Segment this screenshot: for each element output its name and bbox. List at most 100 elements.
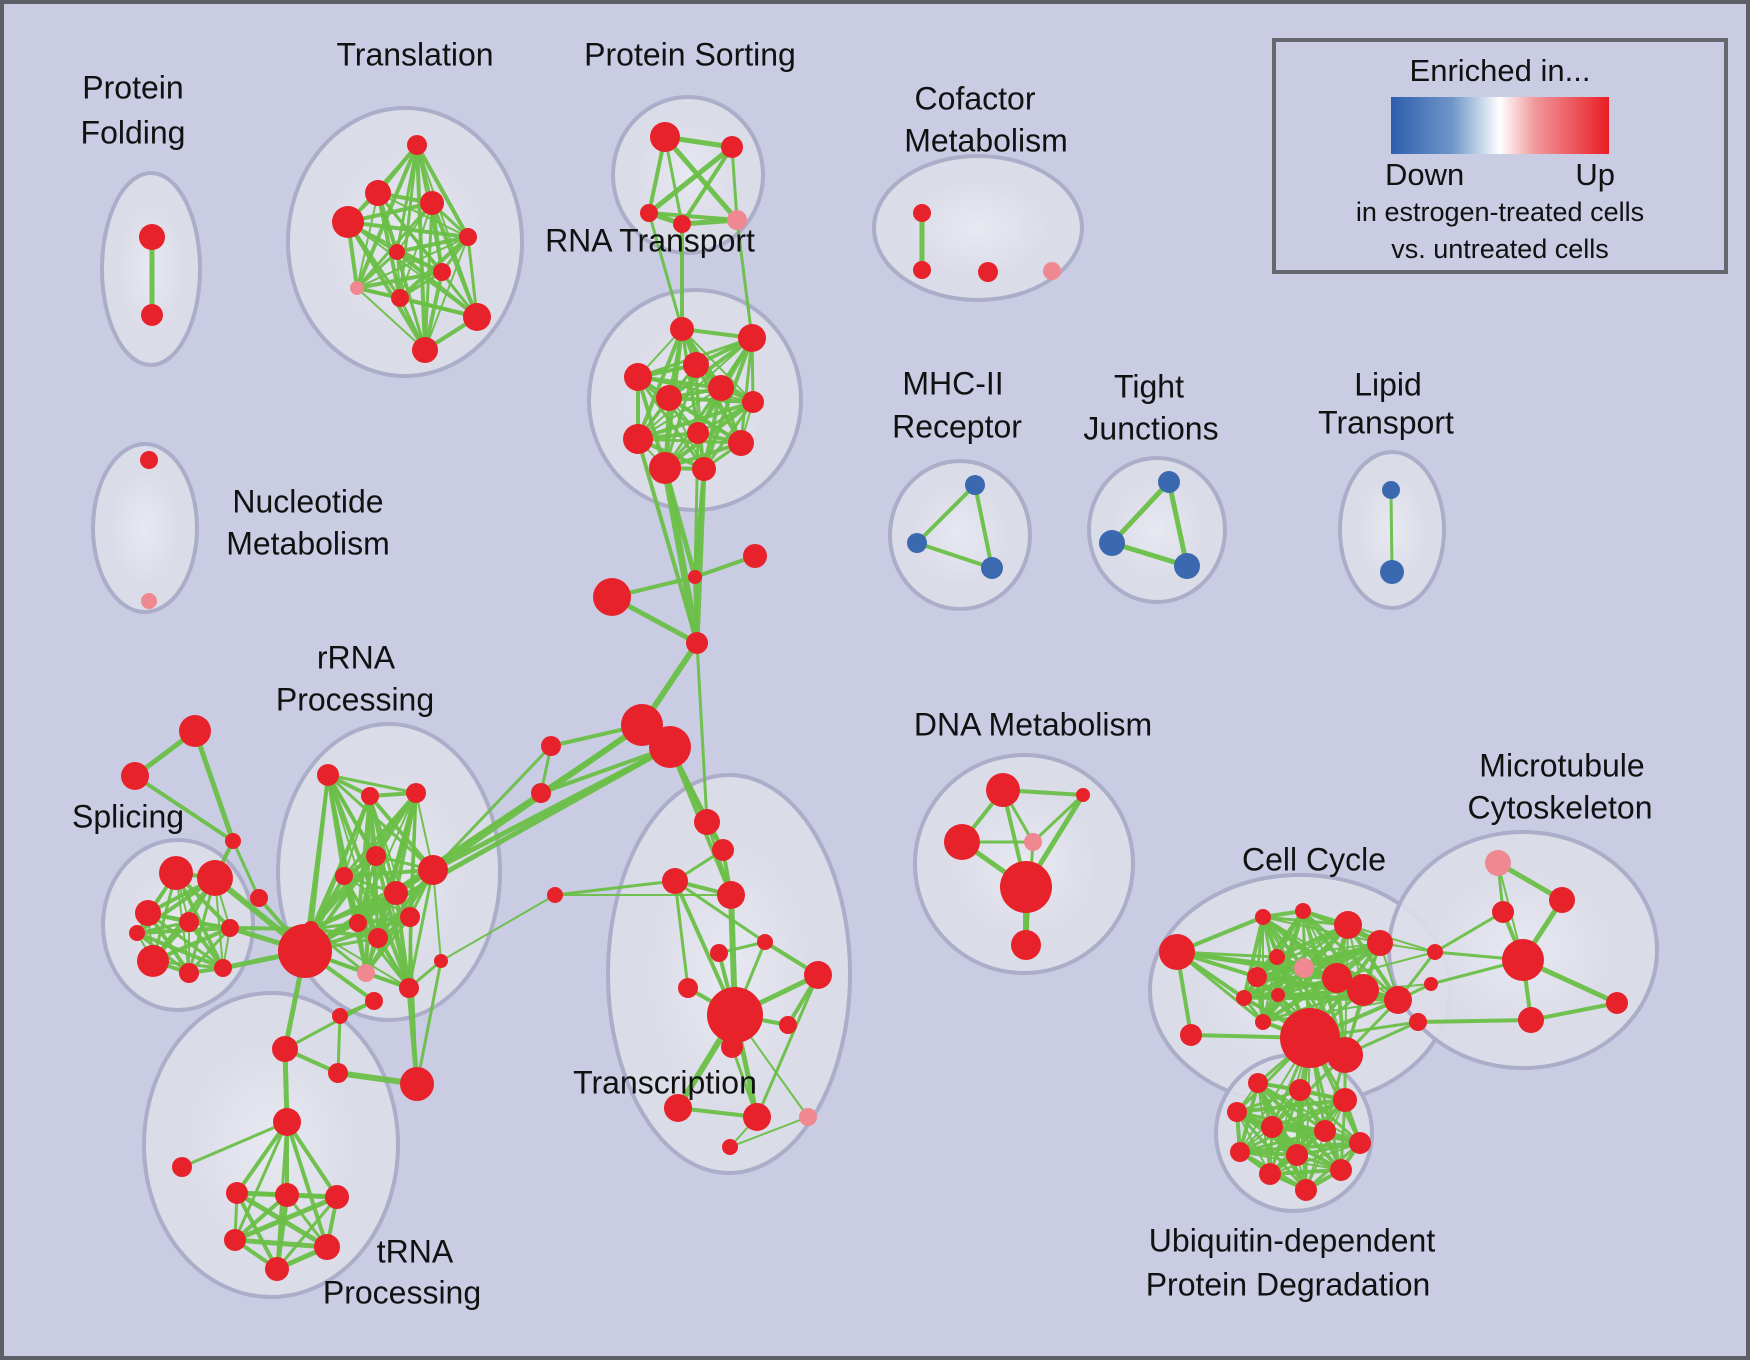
gene-set-node-up-88	[325, 1185, 349, 1209]
gene-set-node-up-4	[420, 191, 444, 215]
gene-set-node-up-11	[463, 303, 491, 331]
gene-set-node-up-90	[314, 1234, 340, 1260]
gene-set-node-up-78	[434, 954, 448, 968]
network-edge	[174, 871, 225, 970]
cluster-label-cofactor-line2: Metabolism	[904, 122, 1068, 158]
gene-set-node-up-110	[1076, 788, 1090, 802]
gene-set-node-up-116	[1180, 1024, 1202, 1046]
gene-set-node-up-109	[986, 773, 1020, 807]
cluster-label-mhc-line1: MHC-II	[902, 365, 1003, 401]
gene-set-node-up-28	[649, 452, 681, 484]
gene-set-node-up-33	[686, 632, 708, 654]
gene-set-node-down-46	[981, 557, 1003, 579]
gene-set-node-up-103	[707, 987, 763, 1043]
network-edge	[1336, 951, 1436, 979]
network-edge	[539, 745, 672, 795]
gene-set-node-slightly-up-41	[1043, 262, 1061, 280]
gene-set-node-up-100	[678, 978, 698, 998]
network-edge	[409, 916, 418, 1085]
gene-set-node-up-111	[944, 824, 980, 860]
network-edge	[694, 466, 707, 646]
gene-set-node-up-95	[712, 839, 734, 861]
network-edge	[695, 641, 709, 824]
gene-set-node-up-98	[757, 934, 773, 950]
gene-set-node-up-141	[1248, 1073, 1268, 1093]
gene-set-node-up-118	[1295, 903, 1311, 919]
network-edge	[368, 794, 435, 872]
cluster-label-protein-sorting: Protein Sorting	[584, 36, 796, 72]
network-edge	[1109, 540, 1190, 569]
network-edge	[232, 1237, 330, 1250]
gene-set-node-down-51	[1380, 560, 1404, 584]
network-edge	[915, 483, 977, 545]
gene-set-node-up-64	[317, 764, 339, 786]
network-edge	[395, 235, 470, 254]
network-edge	[232, 1194, 340, 1243]
gene-set-node-up-128	[1347, 974, 1379, 1006]
gene-set-node-up-62	[214, 959, 232, 977]
network-edge	[702, 400, 755, 471]
gene-set-node-up-126	[1255, 1014, 1271, 1030]
gene-set-node-up-144	[1227, 1102, 1247, 1122]
cluster-label-ubiquitin-line2: Protein Degradation	[1146, 1266, 1431, 1302]
network-edge	[1235, 1088, 1302, 1114]
network-edge	[661, 464, 701, 647]
gene-set-node-slightly-up-132	[1485, 850, 1511, 876]
gene-set-node-up-70	[384, 881, 408, 905]
gene-set-node-up-42	[140, 451, 158, 469]
gene-set-node-up-142	[1289, 1079, 1311, 1101]
gene-set-node-up-108	[722, 1139, 738, 1155]
network-edge	[1389, 488, 1394, 574]
gene-set-node-up-35	[649, 726, 691, 768]
gene-set-node-down-47	[1158, 471, 1180, 493]
gene-set-node-down-48	[1099, 530, 1125, 556]
gene-set-node-up-93	[332, 1008, 348, 1024]
network-edge	[1262, 999, 1399, 1023]
network-edge	[915, 541, 994, 570]
network-edge	[356, 287, 426, 351]
gene-set-node-up-150	[1259, 1163, 1281, 1185]
network-edge	[1031, 793, 1085, 844]
network-edge	[1433, 910, 1505, 954]
gene-set-node-up-18	[670, 317, 694, 341]
gene-set-node-up-139	[1518, 1007, 1544, 1033]
network-edge	[636, 375, 706, 471]
network-edge	[1238, 1129, 1327, 1154]
legend-up-label: Up	[1575, 157, 1615, 192]
cluster-tight-junctions-ellipse	[1087, 456, 1227, 604]
cluster-label-microtubule-line2: Cytoskeleton	[1468, 789, 1653, 825]
gene-set-node-up-92	[365, 992, 383, 1010]
gene-set-node-up-129	[1384, 986, 1412, 1014]
network-edge	[667, 336, 754, 400]
gene-set-node-up-94	[694, 809, 720, 835]
network-edge	[356, 192, 379, 289]
cluster-label-protein-folding-line2: Folding	[81, 114, 186, 150]
cluster-label-nucleotide-line1: Nucleotide	[232, 483, 383, 519]
gene-set-node-up-91	[265, 1257, 289, 1281]
gene-set-node-up-57	[135, 900, 161, 926]
network-edge	[285, 1120, 339, 1199]
gene-set-node-up-2	[407, 135, 427, 155]
gene-set-node-up-97	[717, 881, 745, 909]
gene-set-node-up-5	[332, 206, 364, 238]
legend-down-label: Down	[1385, 157, 1465, 192]
network-edge	[431, 744, 553, 872]
legend-subtitle-line2: vs. untreated cells	[1391, 234, 1609, 264]
network-edge	[636, 400, 755, 441]
gene-set-node-up-26	[687, 422, 709, 444]
gene-set-node-up-147	[1349, 1132, 1371, 1154]
cluster-label-transcription: Transcription	[573, 1064, 757, 1100]
gene-set-node-up-105	[664, 1094, 692, 1122]
gene-set-node-up-104	[721, 1036, 743, 1058]
gene-set-node-up-148	[1230, 1142, 1250, 1162]
gene-set-node-slightly-up-107	[799, 1108, 817, 1126]
network-edge	[423, 270, 444, 352]
legend-box: Enriched in... Down Up in estrogen-treat…	[1272, 38, 1728, 274]
gene-set-node-up-23	[656, 385, 682, 411]
gene-set-node-up-83	[400, 1067, 434, 1101]
network-edge	[755, 973, 820, 1119]
gene-set-node-up-14	[721, 136, 743, 158]
gene-set-node-up-101	[804, 961, 832, 989]
network-edge	[693, 575, 699, 645]
cluster-label-rrna-line2: Processing	[276, 681, 434, 717]
